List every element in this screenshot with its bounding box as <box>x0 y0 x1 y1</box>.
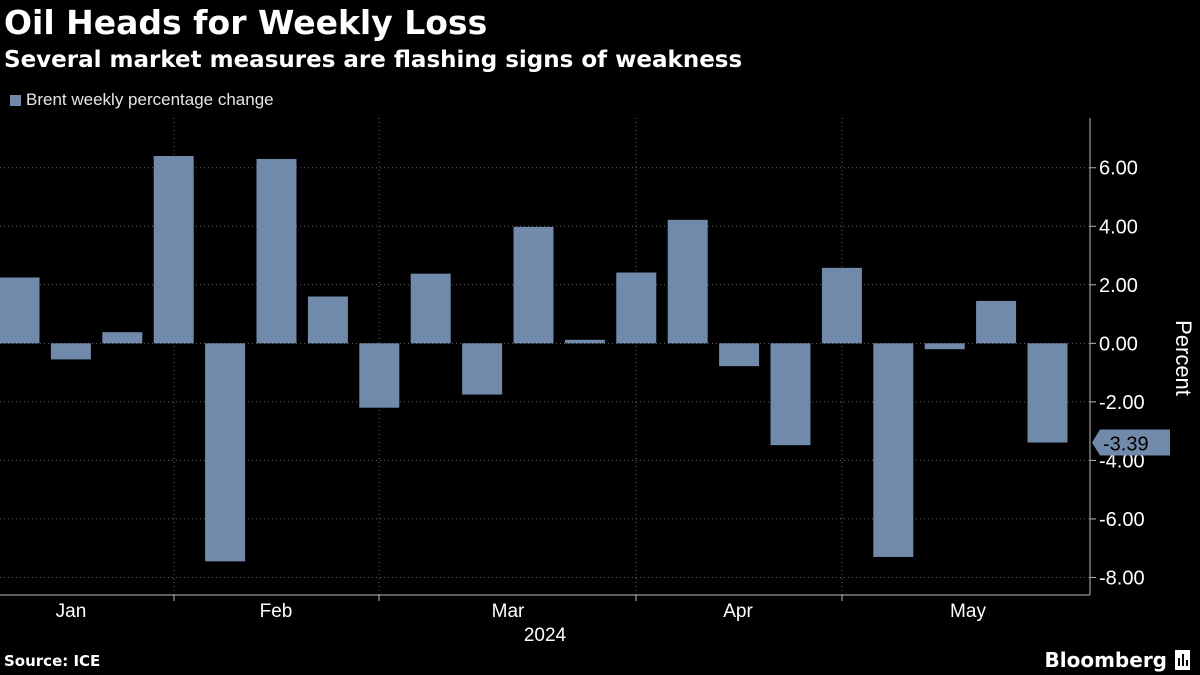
bar-17 <box>873 343 914 557</box>
y-tick-label-4: -2.00 <box>1099 392 1145 414</box>
brand-name: Bloomberg <box>1044 648 1167 672</box>
y-tick-label-7: -8.00 <box>1099 567 1145 589</box>
bar-10 <box>513 226 554 344</box>
source-note: Source: ICE <box>4 652 101 670</box>
bloomberg-logo-icon <box>1175 650 1190 670</box>
last-value-label: -3.39 <box>1103 434 1149 456</box>
legend: Brent weekly percentage change <box>10 90 274 110</box>
bar-5 <box>256 158 297 344</box>
bar-19 <box>976 300 1017 344</box>
x-tick-label-0: Jan <box>56 601 87 622</box>
bar-16 <box>821 267 862 344</box>
bar-18 <box>924 343 965 350</box>
y-tick-label-5: -4.00 <box>1099 450 1145 472</box>
chart-subtitle: Several market measures are flashing sig… <box>4 47 743 73</box>
bar-2 <box>102 332 143 344</box>
x-tick-label-2: Mar <box>492 601 525 622</box>
x-tick-label-4: May <box>950 601 986 622</box>
y-tick-label-2: 2.00 <box>1099 275 1138 297</box>
bar-20 <box>1027 343 1068 443</box>
bar-3 <box>153 156 194 344</box>
legend-swatch <box>10 94 21 106</box>
bar-1 <box>50 343 91 360</box>
x-tick-label-1: Feb <box>260 601 293 622</box>
y-axis-title: Percent <box>1171 320 1196 396</box>
bar-12 <box>616 272 657 344</box>
bar-13 <box>667 219 708 344</box>
bar-0 <box>0 277 40 344</box>
bar-14 <box>719 343 760 367</box>
y-tick-label-3: 0.00 <box>1099 333 1138 355</box>
bar-4 <box>205 343 246 562</box>
last-value-callout <box>1092 429 1170 456</box>
bar-6 <box>307 296 348 344</box>
brand: Bloomberg <box>1045 647 1190 673</box>
bar-15 <box>770 343 811 446</box>
x-axis-title: 2024 <box>524 625 567 646</box>
y-tick-label-0: 6.00 <box>1099 158 1138 180</box>
bar-9 <box>462 343 503 395</box>
legend-label: Brent weekly percentage change <box>26 90 274 109</box>
chart-title: Oil Heads for Weekly Loss <box>4 3 488 42</box>
bar-8 <box>410 273 451 344</box>
bar-11 <box>564 339 605 344</box>
bar-7 <box>359 343 400 408</box>
y-tick-label-1: 4.00 <box>1099 216 1138 238</box>
x-tick-label-3: Apr <box>723 601 753 622</box>
y-tick-label-6: -6.00 <box>1099 509 1145 531</box>
